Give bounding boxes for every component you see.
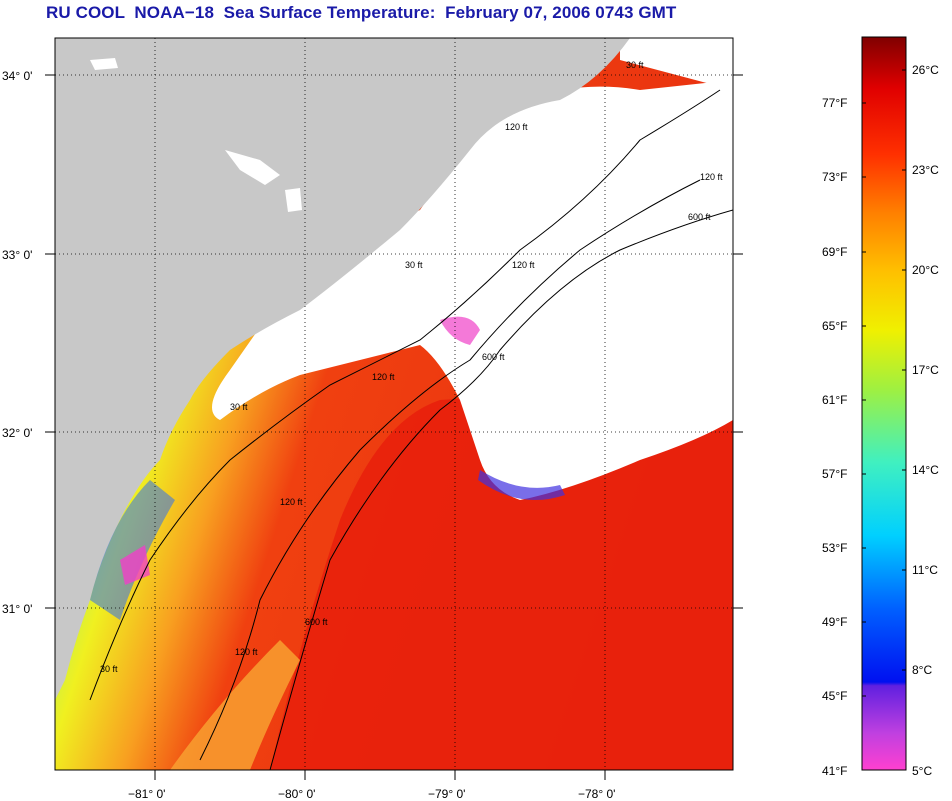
- contour-label: 120 ft: [512, 260, 535, 270]
- fahrenheit-label: 41°F: [822, 764, 847, 778]
- celsius-label: 17°C: [912, 363, 939, 377]
- lat-label: 34° 0': [2, 69, 32, 83]
- contour-label: 120 ft: [505, 122, 528, 132]
- celsius-label: 11°C: [912, 563, 938, 577]
- lake: [285, 188, 302, 212]
- fahrenheit-label: 73°F: [822, 170, 847, 184]
- fahrenheit-label: 49°F: [822, 615, 847, 629]
- celsius-label: 23°C: [912, 163, 939, 177]
- contour-label: 600 ft: [305, 617, 328, 627]
- axis-ticks: [45, 74, 743, 780]
- contour-label: 120 ft: [700, 172, 723, 182]
- land-mass: [55, 38, 630, 700]
- graticule: [55, 38, 733, 770]
- isobath-600ft: [269, 209, 733, 770]
- fahrenheit-label: 65°F: [822, 319, 847, 333]
- fahrenheit-label: 77°F: [822, 96, 847, 110]
- lat-label: 31° 0': [2, 602, 32, 616]
- lon-label: −79° 0': [428, 787, 465, 801]
- fahrenheit-label: 69°F: [822, 245, 847, 259]
- contour-label: 30 ft: [405, 260, 423, 270]
- contour-label: 30 ft: [626, 60, 644, 70]
- contour-label: 30 ft: [230, 402, 248, 412]
- colorbar: [861, 36, 907, 771]
- contour-label: 600 ft: [688, 212, 711, 222]
- fahrenheit-label: 53°F: [822, 541, 847, 555]
- lon-label: −78° 0': [578, 787, 615, 801]
- colorbar-ticks: [862, 69, 906, 697]
- fahrenheit-label: 45°F: [822, 689, 847, 703]
- cold-coastal-water: [90, 480, 175, 620]
- celsius-label: 14°C: [912, 463, 939, 477]
- fahrenheit-label: 61°F: [822, 393, 847, 407]
- celsius-label: 26°C: [912, 63, 939, 77]
- contour-label: 120 ft: [235, 647, 258, 657]
- isobath-30ft: [89, 89, 721, 701]
- fahrenheit-label: 57°F: [822, 467, 847, 481]
- celsius-label: 8°C: [912, 663, 932, 677]
- celsius-label: 20°C: [912, 263, 939, 277]
- contour-label: 600 ft: [482, 352, 505, 362]
- lake: [225, 150, 280, 185]
- gulf-stream-warm-water: [270, 380, 733, 770]
- contour-label: 120 ft: [372, 372, 395, 382]
- lon-label: −80° 0': [278, 787, 315, 801]
- isobath-120ft: [199, 179, 701, 761]
- lat-label: 32° 0': [2, 426, 32, 440]
- contour-label: 30 ft: [100, 664, 118, 674]
- lat-label: 33° 0': [2, 248, 32, 262]
- lake: [90, 58, 118, 70]
- contour-label: 120 ft: [280, 497, 303, 507]
- map-title: RU COOL NOAA−18 Sea Surface Temperature:…: [46, 3, 677, 22]
- celsius-label: 5°C: [912, 764, 932, 778]
- map-frame: [54, 37, 734, 771]
- lon-label: −81° 0': [128, 787, 165, 801]
- shelf-warm-band: [170, 640, 300, 770]
- cloud-cover: [212, 80, 733, 500]
